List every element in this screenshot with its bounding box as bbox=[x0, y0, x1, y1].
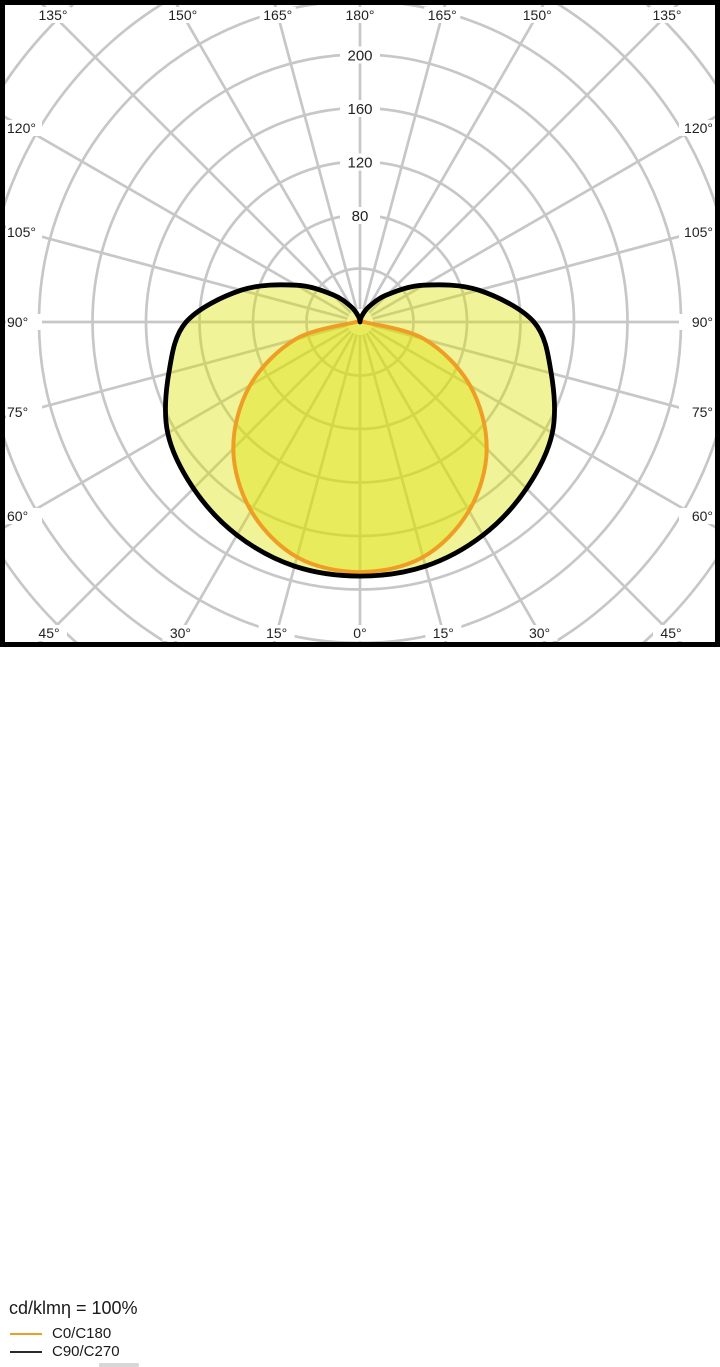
legend-unit-label: cd/klmη = 100% bbox=[9, 1298, 138, 1318]
polar-chart: 80 120 160 200 0° 15° 15° 30° 30° 45° 45° 60° 60° 75°… bbox=[0, 0, 720, 647]
angle-label: 60° bbox=[7, 508, 28, 524]
legend: cd/klmη = 100% C0/C180 C90/C270 bbox=[0, 647, 720, 1367]
angle-label: 180° bbox=[346, 7, 375, 23]
angle-label: 105° bbox=[684, 224, 713, 240]
angle-label: 165° bbox=[263, 7, 292, 23]
ring-label: 160 bbox=[347, 101, 372, 118]
angle-label: 45° bbox=[38, 625, 59, 641]
ring-label: 200 bbox=[347, 48, 372, 65]
angle-label: 90° bbox=[7, 314, 28, 330]
ring-label: 80 bbox=[352, 208, 369, 225]
c0-c180-line-swatch bbox=[10, 1332, 42, 1335]
angle-label: 45° bbox=[660, 625, 681, 641]
angle-label: 75° bbox=[7, 404, 28, 420]
angle-label: 15° bbox=[266, 625, 287, 641]
angle-label: 165° bbox=[428, 7, 457, 23]
angle-label: 150° bbox=[168, 7, 197, 23]
c90-c270-line-swatch bbox=[10, 1350, 42, 1353]
angle-label: 120° bbox=[7, 120, 36, 136]
angle-label: 30° bbox=[170, 625, 191, 641]
angle-label: 120° bbox=[684, 120, 713, 136]
ring-label: 120 bbox=[347, 155, 372, 172]
angle-label: 135° bbox=[39, 7, 68, 23]
legend-item-c0-c180: C0/C180 bbox=[0, 1326, 111, 1341]
angle-label: 105° bbox=[7, 224, 36, 240]
angle-label: 90° bbox=[692, 314, 713, 330]
clipped-legend-artifact bbox=[99, 1363, 139, 1367]
legend-item-label: C90/C270 bbox=[52, 1343, 120, 1360]
legend-item-c90-c270: C90/C270 bbox=[0, 1344, 120, 1359]
angle-label: 15° bbox=[433, 625, 454, 641]
angle-label: 30° bbox=[529, 625, 550, 641]
angle-label: 0° bbox=[353, 625, 366, 641]
angle-label: 150° bbox=[523, 7, 552, 23]
angle-label: 135° bbox=[653, 7, 682, 23]
legend-item-label: C0/C180 bbox=[52, 1325, 112, 1342]
angle-label: 75° bbox=[692, 404, 713, 420]
angle-label: 60° bbox=[692, 508, 713, 524]
